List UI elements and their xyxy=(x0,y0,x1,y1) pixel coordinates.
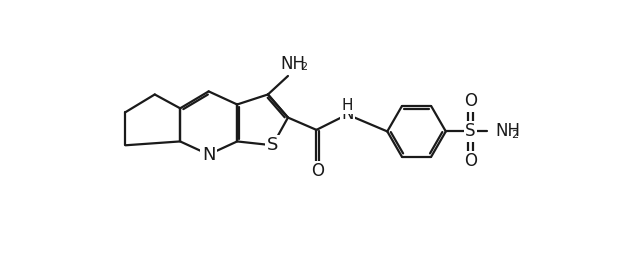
Text: O: O xyxy=(312,162,324,180)
Text: 2: 2 xyxy=(511,129,518,139)
Text: N: N xyxy=(202,146,216,164)
Text: S: S xyxy=(465,122,476,140)
Text: NH: NH xyxy=(280,55,305,73)
Text: H: H xyxy=(342,98,353,113)
Text: N: N xyxy=(341,105,353,123)
Text: NH: NH xyxy=(495,122,520,140)
Text: 2: 2 xyxy=(300,62,307,72)
Text: O: O xyxy=(464,92,477,110)
Text: O: O xyxy=(464,152,477,170)
Text: S: S xyxy=(267,136,278,154)
